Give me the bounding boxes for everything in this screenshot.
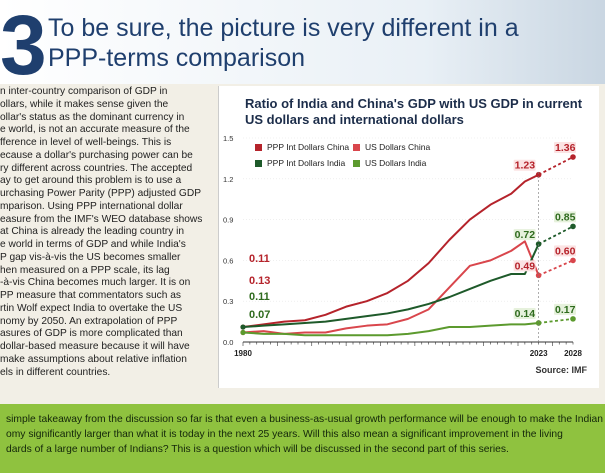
legend-swatch — [255, 160, 262, 167]
body-line: at China is already the leading country … — [0, 226, 185, 238]
takeaway-line: dards of a large number of Indians? This… — [6, 444, 509, 455]
chart-title-line-2: US dollars and international dollars — [245, 112, 464, 127]
body-line: urchasing Power Parity (PPP) adjusted GD… — [0, 188, 202, 199]
series-projection — [538, 317, 574, 324]
y-tick-label: 1.5 — [223, 134, 233, 143]
body-line: ry different across countries. The accep… — [0, 162, 193, 174]
end-value-label-bg — [513, 229, 536, 241]
body-line: e world in terms of GDP and while India'… — [0, 239, 186, 250]
headline-band: 3 To be sure, the picture is very differ… — [0, 0, 605, 92]
body-line: ollars, while it makes sense given the — [0, 98, 169, 110]
body-line: easure from the IMF's WEO database shows — [0, 213, 203, 225]
end-value-label: 0.49 — [515, 260, 536, 272]
series-start-marker — [240, 329, 246, 336]
body-line: -à-vis China becomes much larger. It is … — [0, 277, 191, 289]
legend-label: PPP Int Dollars China — [267, 142, 349, 152]
end-value-label-bg — [513, 159, 536, 171]
end-value-label: 0.17 — [555, 304, 576, 316]
chart-title: Ratio of India and China's GDP with US G… — [245, 96, 585, 128]
start-value-label: 0.11 — [249, 291, 270, 303]
body-line: n inter-country comparison of GDP in — [0, 86, 168, 97]
series-line — [242, 173, 540, 329]
series-end-marker — [570, 316, 576, 322]
end-value-label: 0.72 — [515, 229, 536, 241]
body-line: nomy by 2050. An extrapolation of PPP — [0, 315, 178, 327]
headline-line-1: To be sure, the picture is very differen… — [48, 14, 519, 42]
spacer — [0, 388, 605, 404]
body-line: hen measured on a PPP scale, its lag — [0, 264, 170, 276]
article-body: n inter-country comparison of GDP in olla… — [0, 86, 222, 386]
legend-label: US Dollars India — [365, 158, 427, 168]
x-tick-label: 2023 — [530, 349, 548, 358]
body-line: fference in level of well-beings. This i… — [0, 137, 172, 148]
gdp-ratio-chart: 0.0 0.3 0.6 0.9 1.2 1.5 1980 2023 2028 PPP Int Do… — [223, 134, 582, 358]
end-value-label-bg — [554, 245, 576, 257]
end-value-label: 1.36 — [555, 142, 576, 154]
y-tick-label: 0.9 — [223, 216, 233, 225]
body-line: PP measure that commentators such as — [0, 290, 182, 301]
takeaway-line: simple takeaway from the discussion so f… — [6, 414, 603, 425]
body-line: rtin Wolf expect India to overtake the U… — [0, 302, 183, 314]
body-line: els in different countries. — [0, 366, 111, 378]
series-line — [242, 321, 539, 337]
series-end-marker — [535, 320, 542, 326]
end-value-label-bg — [554, 142, 576, 154]
headline-line-2: PPP-terms comparison — [48, 44, 306, 72]
end-value-label: 0.14 — [515, 308, 536, 320]
series-line — [242, 240, 540, 335]
series-projection — [538, 156, 574, 176]
end-value-label-bg — [513, 260, 536, 272]
body-line: dollar-based measure because it will hav… — [0, 341, 190, 352]
start-value-label: 0.11 — [249, 253, 270, 265]
series-end-marker — [570, 223, 576, 230]
series-end-marker — [570, 154, 576, 160]
body-line: ay to get around this problem is to use … — [0, 175, 182, 187]
body-line: make assumptions about relative inflatio… — [0, 353, 187, 365]
start-value-label: 0.07 — [249, 309, 270, 321]
takeaway-text: simple takeaway from the discussion so f… — [6, 412, 605, 457]
series-end-marker — [535, 272, 542, 279]
series-start-marker — [240, 324, 246, 330]
takeaway-band — [0, 404, 605, 473]
series-end-marker — [570, 257, 576, 264]
legend-swatch — [255, 144, 262, 151]
end-value-label: 0.60 — [555, 245, 576, 257]
x-tick-label: 1980 — [234, 349, 252, 358]
y-tick-label: 0.3 — [223, 297, 233, 306]
body-line: asures of GDP is more complicated than — [0, 328, 183, 340]
y-tick-label: 0.0 — [223, 338, 233, 347]
y-tick-label: 1.2 — [223, 175, 233, 184]
series-projection — [538, 225, 574, 245]
end-value-label-bg — [554, 211, 576, 223]
body-line: P gap vis-à-vis the US becomes smaller — [0, 251, 181, 263]
body-line: ollar's status as the dominant currency … — [0, 111, 185, 123]
end-value-label: 0.85 — [555, 211, 576, 223]
series-projection — [538, 259, 574, 277]
chart-panel: Ratio of India and China's GDP with US G… — [218, 86, 599, 388]
series-line — [242, 243, 540, 329]
chart-source: Source: IMF — [535, 365, 587, 375]
start-value-label: 0.13 — [249, 275, 270, 287]
legend-label: US Dollars China — [365, 142, 430, 152]
body-line: ecause a dollar's purchasing power can b… — [0, 149, 193, 161]
y-tick-label: 0.6 — [223, 256, 233, 265]
body-line: e world, is not an accurate measure of t… — [0, 124, 190, 136]
legend-label: PPP Int Dollars India — [267, 158, 346, 168]
legend-swatch — [353, 160, 360, 167]
series-end-marker — [535, 171, 542, 178]
end-value-label-bg — [513, 307, 536, 319]
end-value-label: 1.23 — [515, 160, 536, 172]
end-value-label-bg — [554, 303, 576, 315]
legend-swatch — [353, 144, 360, 151]
takeaway-line: omy significantly larger than what it is… — [6, 429, 563, 440]
x-tick-label: 2028 — [564, 349, 582, 358]
body-line: mparison. Using PPP international dollar — [0, 200, 183, 212]
chart-title-line-1: Ratio of India and China's GDP with US G… — [245, 96, 583, 111]
section-number: 3 — [0, 0, 47, 92]
